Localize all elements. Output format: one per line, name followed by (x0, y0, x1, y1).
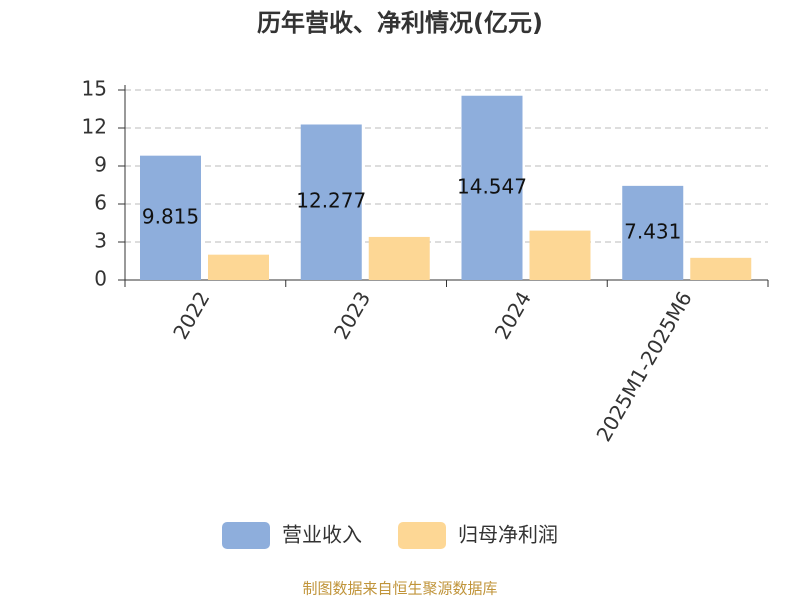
y-tick-label: 3 (94, 229, 107, 253)
y-tick-label: 9 (94, 153, 107, 177)
legend-label: 归母净利润 (458, 523, 558, 547)
bar (622, 185, 684, 280)
y-tick-label: 0 (94, 267, 107, 291)
x-tick-label: 2023 (329, 287, 375, 343)
x-tick-label: 2024 (490, 287, 536, 343)
chart-title: 历年营收、净利情况(亿元) (257, 9, 543, 37)
bar (208, 254, 269, 280)
legend-label: 营业收入 (282, 523, 362, 547)
bar (140, 155, 201, 280)
bar (300, 124, 362, 280)
data-label: 7.431 (624, 219, 681, 243)
bar (529, 230, 591, 280)
bar (368, 236, 430, 280)
x-tick-label: 2025M1-2025M6 (591, 287, 696, 445)
data-label: 12.277 (296, 189, 366, 213)
data-label: 14.547 (457, 174, 527, 198)
y-tick-label: 12 (82, 115, 107, 139)
y-tick-label: 6 (94, 191, 107, 215)
y-tick-label: 15 (82, 77, 107, 101)
x-tick-label: 2022 (168, 287, 214, 343)
legend-swatch (222, 522, 270, 549)
bar (690, 257, 752, 280)
source-note: 制图数据来自恒生聚源数据库 (302, 580, 497, 598)
data-label: 9.815 (142, 204, 199, 228)
legend-swatch (398, 522, 446, 549)
bar (461, 95, 523, 280)
